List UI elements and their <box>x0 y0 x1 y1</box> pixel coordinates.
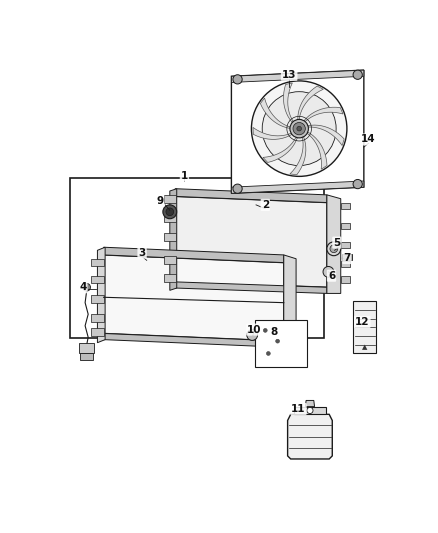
Polygon shape <box>231 70 364 193</box>
Circle shape <box>166 208 173 216</box>
Polygon shape <box>103 247 284 263</box>
Polygon shape <box>231 70 364 83</box>
Polygon shape <box>79 343 94 353</box>
Text: 1: 1 <box>181 171 188 181</box>
Bar <box>254 320 307 367</box>
Text: 4: 4 <box>79 282 86 292</box>
Text: 7: 7 <box>343 253 350 263</box>
Polygon shape <box>103 334 284 348</box>
Polygon shape <box>341 277 350 282</box>
Polygon shape <box>175 196 327 287</box>
Polygon shape <box>341 223 350 229</box>
Polygon shape <box>97 247 105 343</box>
Polygon shape <box>170 189 177 290</box>
Polygon shape <box>81 353 93 360</box>
Polygon shape <box>305 400 314 407</box>
Polygon shape <box>341 242 350 248</box>
Circle shape <box>327 242 341 256</box>
Circle shape <box>263 328 267 332</box>
Text: 10: 10 <box>247 325 262 335</box>
Text: 11: 11 <box>291 404 306 414</box>
Circle shape <box>353 180 362 189</box>
Bar <box>353 301 376 353</box>
Circle shape <box>330 245 338 253</box>
Circle shape <box>233 75 242 84</box>
Bar <box>70 178 324 338</box>
Circle shape <box>297 126 301 131</box>
Polygon shape <box>103 255 284 341</box>
Polygon shape <box>91 259 104 266</box>
Polygon shape <box>164 256 176 264</box>
Polygon shape <box>253 127 292 139</box>
Polygon shape <box>298 86 323 119</box>
Polygon shape <box>91 328 104 336</box>
Text: 12: 12 <box>355 317 370 327</box>
Text: 8: 8 <box>270 327 277 337</box>
Circle shape <box>251 81 347 176</box>
Polygon shape <box>164 195 176 203</box>
Polygon shape <box>91 314 104 322</box>
Polygon shape <box>164 214 176 222</box>
Polygon shape <box>304 107 343 122</box>
Polygon shape <box>290 137 306 175</box>
Polygon shape <box>341 203 350 209</box>
Circle shape <box>276 339 279 343</box>
Polygon shape <box>263 138 297 163</box>
Polygon shape <box>175 282 327 294</box>
Polygon shape <box>288 414 332 459</box>
Polygon shape <box>91 276 104 284</box>
Polygon shape <box>283 83 293 123</box>
Text: 2: 2 <box>261 200 269 210</box>
Circle shape <box>262 92 336 166</box>
Circle shape <box>83 284 91 291</box>
Polygon shape <box>91 295 104 303</box>
Text: ▲: ▲ <box>362 344 367 350</box>
Polygon shape <box>327 195 341 294</box>
Polygon shape <box>164 233 176 241</box>
Text: 5: 5 <box>333 238 340 248</box>
Text: 13: 13 <box>282 70 297 80</box>
Circle shape <box>293 123 305 135</box>
Circle shape <box>247 329 258 341</box>
Circle shape <box>307 407 313 414</box>
Polygon shape <box>341 261 350 267</box>
Polygon shape <box>164 274 176 282</box>
Text: 14: 14 <box>361 134 376 144</box>
Polygon shape <box>284 255 296 348</box>
Polygon shape <box>175 189 327 203</box>
Polygon shape <box>294 407 326 414</box>
Circle shape <box>323 266 334 277</box>
Polygon shape <box>342 254 352 260</box>
Circle shape <box>233 184 242 193</box>
Circle shape <box>290 119 308 138</box>
Text: 3: 3 <box>138 248 146 257</box>
Text: 9: 9 <box>156 196 163 206</box>
Text: 6: 6 <box>328 271 335 281</box>
Circle shape <box>353 70 362 79</box>
Polygon shape <box>307 132 327 169</box>
Polygon shape <box>260 98 290 128</box>
Circle shape <box>163 205 177 219</box>
Polygon shape <box>308 125 344 146</box>
Circle shape <box>266 352 270 356</box>
Polygon shape <box>231 181 364 193</box>
